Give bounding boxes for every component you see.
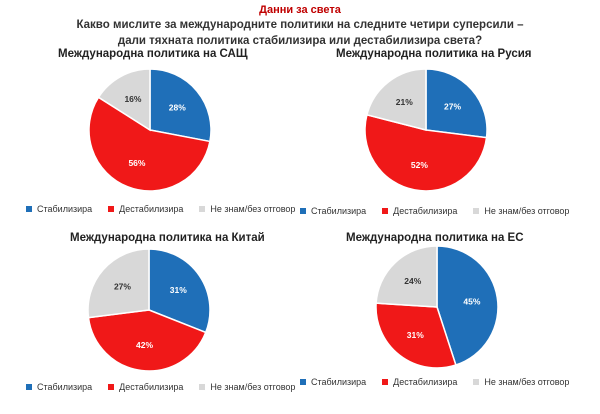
pie-slice-destabilizes: [87, 309, 207, 372]
legend-label-dont-know: Не знам/без отговор: [210, 204, 296, 214]
chart-title-eu: Международна политика на ЕС: [346, 232, 524, 244]
chart-title-usa: Международна политика на САЩ: [58, 48, 248, 60]
header-kicker: Данни за света: [259, 4, 341, 16]
legend-china: Стабилизира Дестабилизира Не знам/без от…: [26, 382, 311, 392]
pie-label-dont-know: 21%: [396, 97, 413, 107]
legend-swatch-dont-know: [473, 379, 480, 385]
header-question-line-2: дали тяхната политика стабилизира или де…: [117, 35, 483, 47]
pie-slice-dont-know: [375, 245, 438, 308]
legend-item-destabilizes: Дестабилизира: [108, 204, 183, 214]
legend-item-stabilizes: Стабилизира: [26, 204, 92, 214]
pie-label-destabilizes: 31%: [407, 330, 424, 340]
pie-slice-stabilizes: [149, 68, 212, 143]
legend-swatch-destabilizes: [382, 208, 389, 214]
pie-label-stabilizes: 31%: [170, 285, 187, 295]
pie-slice-stabilizes: [425, 68, 488, 139]
pie-label-destabilizes: 52%: [411, 160, 428, 170]
page-header: Данни за света Какво мислите за междунар…: [0, 0, 600, 48]
legend-swatch-dont-know: [473, 208, 480, 214]
legend-swatch-destabilizes: [108, 206, 115, 212]
chart-title-russia: Международна политика на Русия: [336, 48, 532, 60]
pie-label-dont-know: 24%: [404, 276, 421, 286]
pie-slice-dont-know: [97, 68, 151, 132]
legend-item-destabilizes: Дестабилизира: [382, 206, 457, 216]
legend-label-dont-know: Не знам/без отговор: [484, 377, 570, 387]
legend-item-dont-know: Не знам/без отговор: [473, 206, 569, 216]
legend-label-destabilizes: Дестабилизира: [119, 204, 184, 214]
legend-item-stabilizes: Стабилизира: [26, 382, 92, 392]
pie-slice-dont-know: [87, 248, 150, 319]
pie-label-dont-know: 16%: [124, 94, 141, 104]
pie-label-destabilizes: 42%: [136, 340, 153, 350]
legend-swatch-stabilizes: [26, 206, 32, 212]
legend-russia: Стабилизира Дестабилизира Не знам/без от…: [300, 206, 585, 216]
header-question-line-1: Какво мислите за международните политики…: [76, 19, 524, 31]
legend-swatch-stabilizes: [26, 384, 32, 390]
legend-label-dont-know: Не знам/без отговор: [210, 382, 296, 392]
pie-slice-destabilizes: [364, 113, 488, 192]
legend-swatch-dont-know: [199, 206, 206, 212]
legend-label-dont-know: Не знам/без отговор: [484, 206, 570, 216]
legend-swatch-stabilizes: [300, 379, 306, 385]
pie-slice-stabilizes: [436, 245, 499, 366]
legend-label-stabilizes: Стабилизира: [311, 206, 367, 216]
legend-swatch-stabilizes: [300, 208, 306, 214]
legend-label-stabilizes: Стабилизира: [311, 377, 367, 387]
pie-label-stabilizes: 27%: [444, 102, 461, 112]
pie-label-dont-know: 27%: [114, 282, 131, 292]
legend-label-destabilizes: Дестабилизира: [393, 377, 458, 387]
legend-item-dont-know: Не знам/без отговор: [199, 382, 295, 392]
legend-label-stabilizes: Стабилизира: [37, 204, 93, 214]
legend-swatch-destabilizes: [382, 379, 389, 385]
pie-slice-dont-know: [366, 68, 427, 131]
legend-label-stabilizes: Стабилизира: [37, 382, 93, 392]
pie-slice-destabilizes: [375, 302, 457, 369]
legend-label-destabilizes: Дестабилизира: [393, 206, 458, 216]
legend-label-destabilizes: Дестабилизира: [119, 382, 184, 392]
legend-item-stabilizes: Стабилизира: [300, 377, 366, 387]
pie-slice-stabilizes: [148, 248, 211, 334]
legend-item-destabilizes: Дестабилизира: [108, 382, 183, 392]
legend-item-stabilizes: Стабилизира: [300, 206, 366, 216]
legend-eu: Стабилизира Дестабилизира Не знам/без от…: [300, 377, 585, 387]
legend-item-dont-know: Не знам/без отговор: [473, 377, 569, 387]
legend-usa: Стабилизира Дестабилизира Не знам/без от…: [26, 204, 311, 214]
legend-swatch-destabilizes: [108, 384, 115, 390]
chart-title-china: Международна политика на Китай: [70, 232, 265, 244]
pie-label-destabilizes: 56%: [128, 158, 145, 168]
legend-swatch-dont-know: [199, 384, 206, 390]
pie-label-stabilizes: 45%: [463, 296, 480, 306]
legend-item-dont-know: Не знам/без отговор: [199, 204, 295, 214]
pie-label-stabilizes: 28%: [169, 102, 186, 112]
pie-slice-destabilizes: [88, 96, 211, 192]
legend-item-destabilizes: Дестабилизира: [382, 377, 457, 387]
